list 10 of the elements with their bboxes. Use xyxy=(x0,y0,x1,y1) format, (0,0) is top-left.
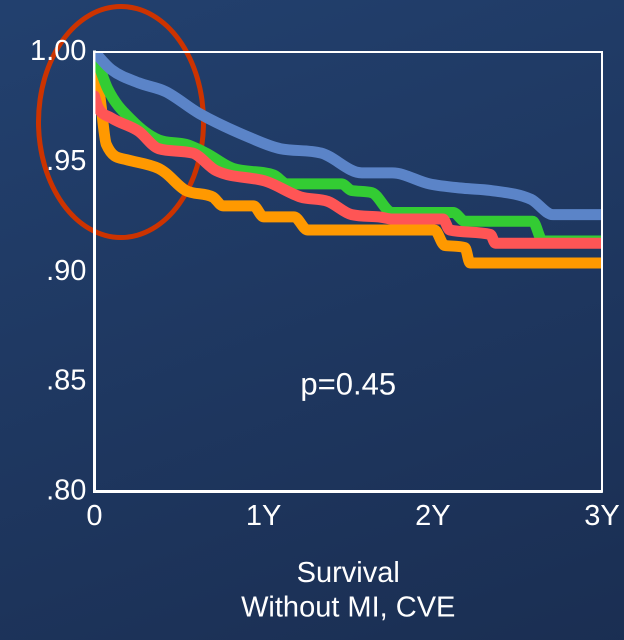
annotation: p=0.45 xyxy=(300,366,396,402)
y-tick-label: .85 xyxy=(46,364,86,397)
x-tick-label: 0 xyxy=(86,500,103,532)
x-axis-title: Survival Without MI, CVE xyxy=(241,556,456,624)
x-tick-label: 3Y xyxy=(584,500,620,532)
y-tick-label: .80 xyxy=(46,474,86,507)
y-tick-label: .95 xyxy=(46,144,86,177)
y-tick-label: .90 xyxy=(46,254,86,287)
x-tick-label: 1Y xyxy=(246,500,282,532)
x-tick-label: 2Y xyxy=(415,500,451,532)
